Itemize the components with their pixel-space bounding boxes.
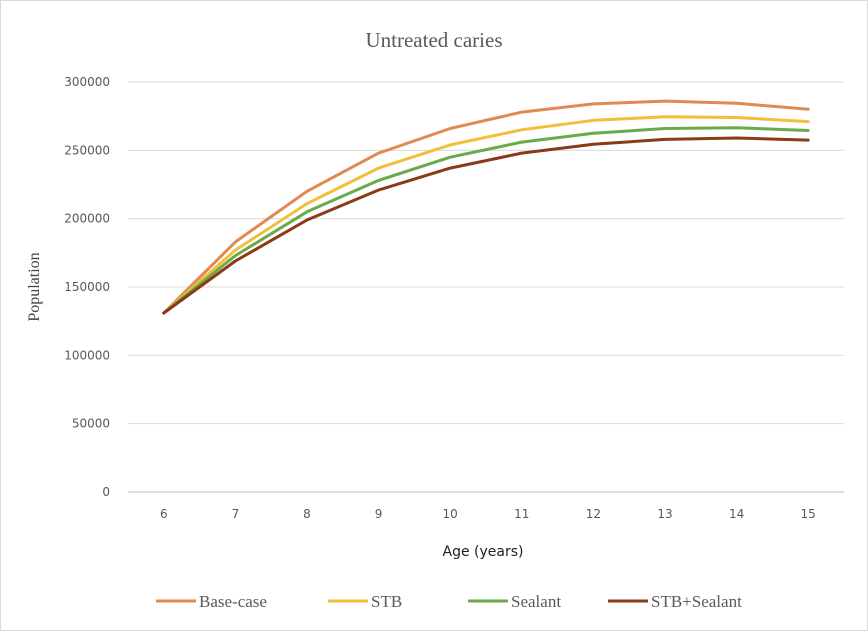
y-tick-label: 50000 <box>72 417 110 431</box>
x-tick-label: 12 <box>586 507 601 521</box>
legend-label: STB+Sealant <box>651 592 742 611</box>
series-line-base-case <box>162 99 810 315</box>
series-line-stb-sealant <box>162 136 810 315</box>
x-tick-label: 13 <box>657 507 672 521</box>
legend-item: Sealant <box>468 592 561 611</box>
x-tick-label: 14 <box>729 507 744 521</box>
x-tick-label: 6 <box>160 507 168 521</box>
x-tick-label: 8 <box>303 507 311 521</box>
legend-label: STB <box>371 592 402 611</box>
legend-label: Sealant <box>511 592 561 611</box>
legend-label: Base-case <box>199 592 267 611</box>
y-tick-label: 100000 <box>64 348 110 362</box>
series-lines <box>162 99 810 315</box>
x-tick-label: 10 <box>443 507 458 521</box>
y-axis-ticks: 0 50000 100000 150000 200000 250000 300000 <box>64 75 110 499</box>
legend-item: STB+Sealant <box>608 592 742 611</box>
x-tick-label: 9 <box>375 507 383 521</box>
x-tick-label: 15 <box>801 507 816 521</box>
y-tick-label: 200000 <box>64 212 110 226</box>
series-line-sealant <box>162 126 810 315</box>
y-tick-label: 300000 <box>64 75 110 89</box>
gridlines <box>128 81 844 493</box>
y-tick-label: 150000 <box>64 280 110 294</box>
legend-item: STB <box>328 592 402 611</box>
x-tick-label: 11 <box>514 507 529 521</box>
y-axis-label: Population <box>26 252 43 321</box>
legend: Base-case STB Sealant STB+Sealant <box>156 592 742 611</box>
y-tick-label: 250000 <box>64 143 110 157</box>
x-axis-ticks: 6 7 8 9 10 11 12 13 14 15 <box>160 507 816 521</box>
legend-item: Base-case <box>156 592 267 611</box>
x-axis-label: Age (years) <box>443 544 524 560</box>
chart-title: Untreated caries <box>365 28 502 52</box>
x-tick-label: 7 <box>232 507 240 521</box>
y-tick-label: 0 <box>102 485 110 499</box>
series-line-stb <box>162 115 810 315</box>
